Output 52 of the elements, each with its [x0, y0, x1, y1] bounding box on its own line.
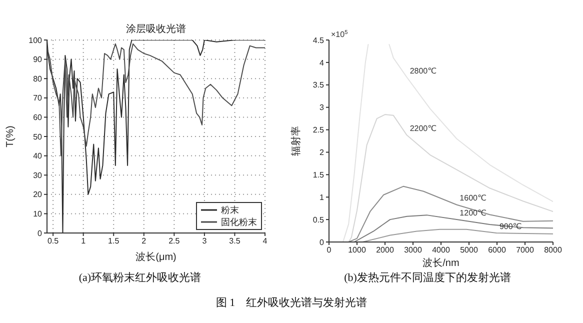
y-tick-label: 30: [33, 170, 43, 180]
x-tick-label: 8000: [544, 246, 562, 255]
y-tick-label: 80: [33, 74, 43, 84]
x-tick-label: 5000: [460, 246, 478, 255]
y-axis-title: 辐射率: [290, 126, 302, 156]
y-tick-label: 3: [320, 103, 325, 112]
y-tick-label: 40: [33, 152, 43, 161]
x-tick-label: 3: [202, 236, 208, 246]
series-label: 1200℃: [460, 208, 486, 218]
x-tick-label: 1: [81, 236, 86, 246]
x-tick-label: 1000: [348, 246, 366, 255]
legend-label: 固化粉末: [221, 216, 257, 228]
series-label: 2200℃: [410, 124, 437, 134]
y-tick-label: 1: [320, 192, 325, 202]
y-tick-label: 90: [33, 55, 43, 64]
y-tick-label: 100: [28, 36, 43, 45]
x-axis-title: 波长/nm: [422, 257, 460, 269]
y-tick-label: 3.5: [312, 80, 325, 90]
x-tick-label: 1.5: [108, 236, 120, 246]
y-tick-label: 2.5: [312, 126, 325, 135]
y-axis-title: T(%): [5, 126, 16, 148]
x-axis-title: 波长(μm): [136, 251, 176, 263]
y-tick-label: 0.5: [312, 215, 325, 224]
y-tick-label: 1.5: [312, 170, 325, 180]
x-tick-label: 0: [326, 246, 332, 255]
y-tick-label: 50: [33, 132, 43, 142]
text: ×10$^{5}$: [331, 30, 348, 39]
x-tick-label: 3.5: [229, 236, 241, 246]
x-tick-label: 2: [142, 236, 147, 246]
y-tick-label: 2: [320, 148, 325, 158]
text: (a)环氧粉末红外吸收光谱: [78, 272, 202, 284]
y-tick-label: 4.5: [312, 36, 325, 45]
x-tick-label: 2.5: [168, 236, 180, 246]
chart-title: 涂层吸收光谱: [126, 23, 186, 35]
y-tick-label: 4: [320, 58, 325, 68]
y-tick-label: 0: [38, 228, 43, 238]
y-tick-label: 20: [33, 190, 43, 200]
y-tick-label: 60: [33, 113, 43, 122]
x-tick-label: 2000: [376, 246, 394, 255]
text: (b)发热元件不同温度下的发射光谱: [344, 272, 511, 284]
y-tick-label: 10: [33, 210, 43, 219]
x-tick-label: 0.5: [47, 236, 60, 246]
x-tick-label: 3000: [404, 246, 422, 255]
series-label: 2800℃: [410, 66, 437, 76]
legend-label: 粉末: [221, 204, 239, 216]
series-label: 1600℃: [460, 194, 486, 203]
caption: 图 1 红外吸收光谱与发射光谱: [216, 297, 368, 309]
x-tick-label: 6000: [488, 246, 506, 255]
y-tick-label: 70: [33, 94, 43, 103]
x-tick-label: 4000: [432, 246, 450, 255]
x-tick-label: 4: [262, 236, 268, 246]
x-tick-label: 7000: [516, 246, 534, 255]
